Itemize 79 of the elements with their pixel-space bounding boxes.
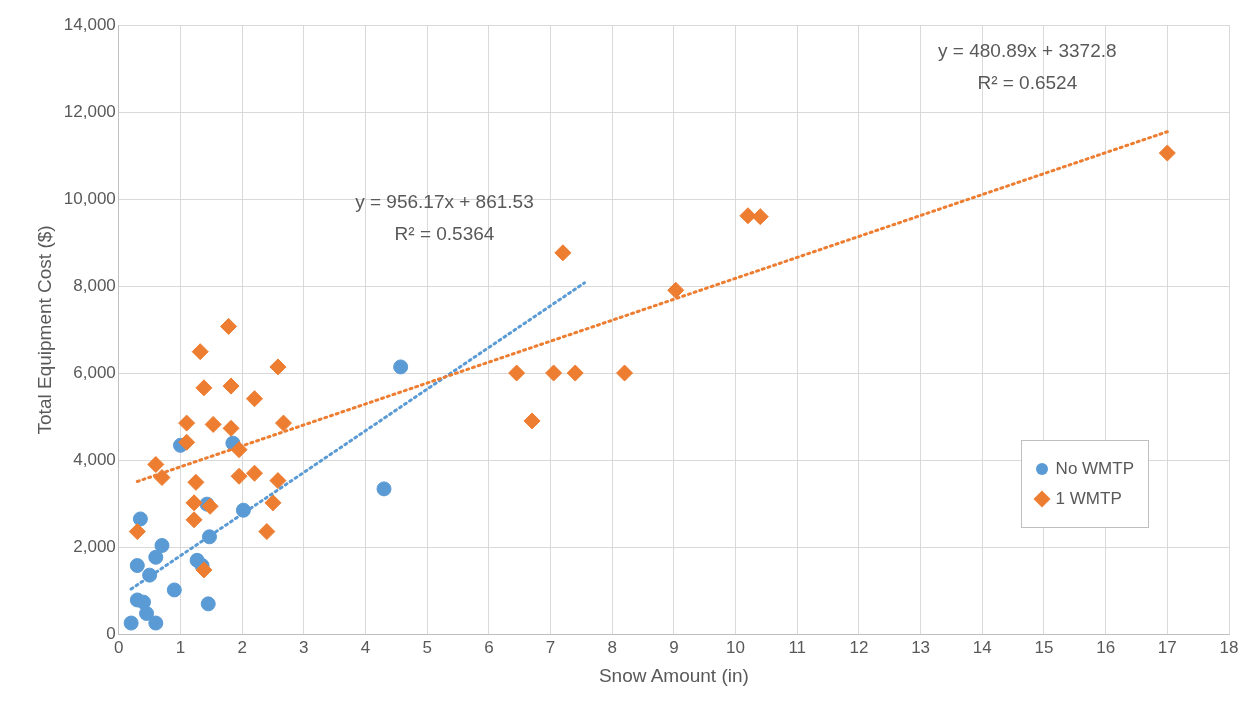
x-tick-label: 18 [1219, 637, 1239, 657]
y-tick-label: 2,000 [73, 537, 116, 557]
point [178, 414, 196, 432]
y-tick-label: 12,000 [63, 101, 116, 121]
x-axis-title: Snow Amount (in) [598, 664, 749, 686]
annotation: y = 956.17x + 861.53 [355, 191, 534, 213]
point [185, 494, 203, 512]
point [123, 615, 139, 631]
x-tick-label: 11 [788, 637, 807, 657]
point [147, 455, 165, 473]
annotation: y = 480.89x + 3372.8 [938, 39, 1117, 61]
point [508, 364, 526, 382]
point [667, 281, 685, 299]
x-tick-label: 13 [911, 637, 931, 657]
point [204, 415, 222, 433]
x-tick-label: 16 [1096, 637, 1116, 657]
point [393, 359, 409, 375]
x-tick-label: 5 [422, 637, 432, 657]
point [258, 523, 276, 541]
point [178, 433, 196, 451]
point [148, 549, 164, 565]
point [739, 207, 757, 225]
legend-label: 1 WMTP [1055, 489, 1122, 509]
point [245, 390, 263, 408]
point [166, 582, 182, 598]
point [132, 511, 148, 527]
point [222, 419, 240, 437]
point [274, 414, 292, 432]
point [566, 364, 584, 382]
annotation: R² = 0.5364 [394, 223, 495, 245]
y-tick-label: 10,000 [63, 188, 116, 208]
point [269, 358, 287, 376]
x-tick-label: 7 [545, 637, 556, 657]
point [1158, 144, 1176, 162]
point [264, 494, 282, 512]
point [185, 511, 203, 529]
point [523, 412, 541, 430]
x-tick-label: 10 [726, 637, 746, 657]
legend-label: No WMTP [1055, 459, 1134, 479]
x-tick-label: 8 [607, 637, 617, 657]
point [128, 523, 146, 541]
point [201, 497, 219, 515]
point [154, 538, 170, 554]
x-tick-label: 2 [237, 637, 247, 657]
point [245, 464, 263, 482]
point [269, 472, 287, 490]
point [230, 467, 248, 485]
annotation: R² = 0.6524 [977, 71, 1078, 93]
point [129, 558, 145, 574]
point [222, 377, 240, 395]
point [187, 473, 205, 491]
point [195, 379, 213, 397]
x-tick-label: 15 [1034, 637, 1054, 657]
x-tick-label: 17 [1157, 637, 1177, 657]
point [751, 208, 769, 226]
point [200, 596, 216, 612]
point [616, 364, 634, 382]
x-tick-label: 14 [972, 637, 992, 657]
y-tick-label: 8,000 [73, 276, 116, 296]
x-tick-label: 12 [849, 637, 869, 657]
x-tick-label: 6 [484, 637, 494, 657]
x-tick-label: 3 [299, 637, 309, 657]
x-tick-label: 9 [669, 637, 679, 657]
point [376, 481, 392, 497]
point [220, 317, 238, 335]
point [148, 615, 164, 631]
point [545, 364, 563, 382]
y-tick-label: 14,000 [63, 14, 116, 34]
point [191, 343, 209, 361]
x-tick-label: 4 [360, 637, 371, 657]
y-tick-label: 4,000 [73, 450, 116, 470]
x-tick-label: 1 [175, 637, 186, 657]
point [139, 605, 155, 621]
point [554, 244, 572, 262]
y-tick-label: 0 [106, 624, 116, 644]
y-tick-label: 6,000 [73, 363, 116, 383]
y-axis-title: Total Equipment Cost ($) [33, 225, 55, 435]
point [153, 469, 171, 487]
point [195, 561, 213, 579]
